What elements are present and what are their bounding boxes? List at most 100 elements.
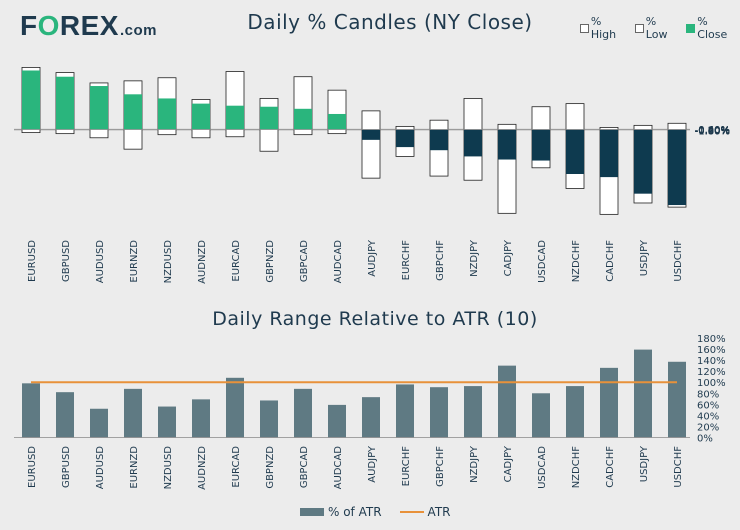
- candle-close-nzdusd: [158, 98, 176, 130]
- legend-close-swatch: [686, 23, 696, 33]
- legend-low-swatch: [634, 23, 644, 33]
- atr-bar-cadchf: [600, 367, 618, 438]
- candles-y-tick: -0.40%: [695, 126, 730, 137]
- atr-bar-gbpchf: [430, 387, 448, 438]
- candle-close-nzdjpy: [464, 129, 482, 157]
- candle-close-eurnzd: [124, 94, 142, 130]
- atr-bar-nzdjpy: [464, 386, 482, 438]
- candles-x-label: AUDCAD: [333, 240, 344, 284]
- candles-x-label: GBPNZD: [265, 240, 276, 283]
- atr-bar-audjpy: [362, 397, 380, 438]
- candles-x-label: EURCAD: [231, 240, 242, 282]
- candle-close-cadjpy: [498, 129, 516, 160]
- atr-y-tick: 160%: [697, 345, 726, 356]
- atr-y-tick: 140%: [697, 356, 726, 367]
- atr-x-label: GBPNZD: [265, 446, 276, 489]
- atr-x-label: USDJPY: [639, 445, 650, 482]
- atr-bar-eurnzd: [124, 388, 142, 438]
- candle-close-audnzd: [192, 103, 210, 130]
- atr-y-tick: 80%: [697, 389, 719, 400]
- atr-bar-gbpcad: [294, 388, 312, 438]
- atr-x-label: EURNZD: [129, 446, 140, 489]
- atr-bar-gbpusd: [56, 392, 74, 438]
- atr-x-label: CADCHF: [605, 446, 616, 488]
- atr-bar-gbpnzd: [260, 400, 278, 438]
- atr-x-label: AUDCAD: [333, 446, 344, 490]
- candle-close-eurusd: [22, 70, 40, 130]
- atr-x-label: GBPUSD: [61, 446, 72, 488]
- candle-close-nzdchf: [566, 129, 584, 175]
- candle-close-cadchf: [600, 129, 618, 178]
- atr-bar-audusd: [90, 408, 108, 438]
- candle-close-gbpusd: [56, 76, 74, 130]
- candles-x-label: AUDUSD: [95, 240, 106, 284]
- legend-high: % High: [580, 15, 629, 41]
- legend-atr-swatch: [399, 511, 424, 513]
- atr-x-label: NZDCHF: [571, 446, 582, 489]
- atr-bar-usdchf: [668, 361, 686, 438]
- candle-close-eurcad: [226, 105, 244, 130]
- candle-range-audjpy: [361, 110, 381, 179]
- candles-y-tick: -1.00%: [695, 127, 730, 138]
- candles-y-tick: -0.60%: [695, 126, 730, 137]
- candle-close-gbpnzd: [260, 106, 278, 130]
- candles-x-label: GBPCAD: [299, 240, 310, 282]
- candles-x-label: AUDNZD: [197, 240, 208, 284]
- atr-y-tick: 40%: [697, 411, 719, 422]
- forex-logo: FOREX.com: [20, 10, 157, 41]
- atr-x-label: EURCAD: [231, 446, 242, 488]
- legend-high-swatch: [580, 23, 589, 33]
- candles-x-label: CADCHF: [605, 240, 616, 282]
- atr-bar-eurchf: [396, 384, 414, 438]
- atr-x-label: USDCAD: [537, 446, 548, 489]
- atr-x-label: CADJPY: [503, 445, 514, 482]
- candles-y-tick: 0.20%: [698, 125, 730, 136]
- candles-x-label: USDCHF: [673, 240, 684, 282]
- candles-y-tick: -0.20%: [695, 126, 730, 137]
- candles-x-label: USDCAD: [537, 240, 548, 283]
- atr-y-tick: 100%: [697, 378, 726, 389]
- atr-bar-usdjpy: [634, 349, 652, 438]
- candles-x-label: EURCHF: [401, 240, 412, 281]
- atr-x-label: NZDUSD: [163, 446, 174, 490]
- atr-x-label: EURCHF: [401, 446, 412, 487]
- candles-y-tick: -0.80%: [695, 126, 730, 137]
- atr-x-label: NZDJPY: [469, 445, 480, 483]
- atr-y-tick: 0%: [697, 434, 713, 445]
- atr-bar-audnzd: [192, 399, 210, 438]
- atr-legend: % of ATR ATR: [300, 505, 451, 519]
- atr-bar-eurusd: [22, 383, 40, 438]
- candles-y-tick: 0.60%: [698, 125, 730, 136]
- atr-x-label: AUDNZD: [197, 446, 208, 490]
- candles-y-tick: 0.00%: [698, 126, 730, 137]
- candles-x-label: AUDJPY: [367, 239, 378, 277]
- candles-y-tick: 0.40%: [698, 125, 730, 136]
- candle-close-audcad: [328, 113, 346, 130]
- candles-x-label: GBPUSD: [61, 240, 72, 282]
- candles-x-label: NZDJPY: [469, 239, 480, 277]
- legend-atr: ATR: [399, 505, 451, 519]
- candle-close-eurchf: [396, 129, 414, 148]
- atr-bar-usdcad: [532, 393, 550, 438]
- candles-x-label: NZDCHF: [571, 240, 582, 283]
- candles-x-label: EURUSD: [27, 240, 38, 282]
- candle-close-usdcad: [532, 129, 550, 161]
- candles-legend: % High % Low % Close: [580, 15, 740, 41]
- candle-close-usdchf: [668, 129, 686, 206]
- atr-bar-eurcad: [226, 377, 244, 438]
- atr-x-label: USDCHF: [673, 446, 684, 488]
- atr-bar-nzdchf: [566, 386, 584, 438]
- atr-y-tick: 60%: [697, 400, 719, 411]
- atr-bar-audcad: [328, 404, 346, 438]
- atr-bar-cadjpy: [498, 365, 516, 438]
- atr-x-label: EURUSD: [27, 446, 38, 488]
- candles-x-label: NZDUSD: [163, 240, 174, 284]
- candles-x-label: CADJPY: [503, 239, 514, 276]
- atr-x-label: AUDJPY: [367, 445, 378, 483]
- candles-x-label: GBPCHF: [435, 240, 446, 281]
- atr-y-tick: 20%: [697, 422, 719, 433]
- candles-chart-title: Daily % Candles (NY Close): [247, 10, 533, 34]
- atr-bar-nzdusd: [158, 406, 176, 438]
- candle-close-usdjpy: [634, 129, 652, 194]
